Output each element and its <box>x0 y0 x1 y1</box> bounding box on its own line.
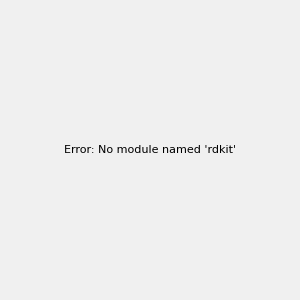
Text: Error: No module named 'rdkit': Error: No module named 'rdkit' <box>64 145 236 155</box>
